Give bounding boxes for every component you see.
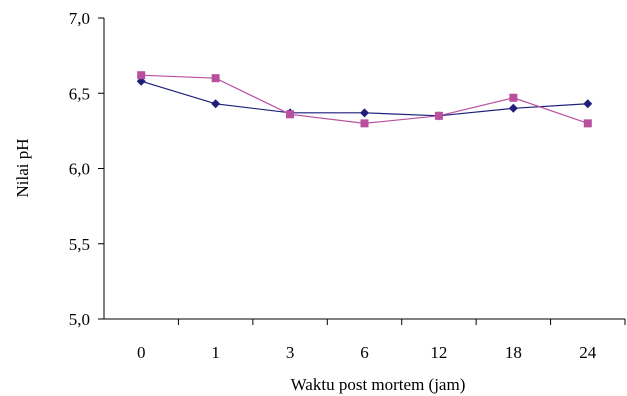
series-2-point xyxy=(434,111,443,120)
series-2-point xyxy=(286,110,295,119)
x-tick-label: 0 xyxy=(137,343,146,362)
series-1-point xyxy=(360,108,369,118)
x-axis-title: Waktu post mortem (jam) xyxy=(291,375,466,394)
series-layer xyxy=(136,71,593,128)
x-tick-label: 3 xyxy=(286,343,295,362)
x-tick-label: 6 xyxy=(360,343,369,362)
x-tick-label: 1 xyxy=(211,343,220,362)
x-tick-label: 12 xyxy=(430,343,447,362)
series-1-point xyxy=(211,99,221,109)
x-tick-label: 24 xyxy=(579,343,597,362)
series-1-point xyxy=(583,99,593,109)
series-1-point xyxy=(508,103,518,113)
series-2-point xyxy=(137,71,146,80)
y-axis-ticks: 5,0 5,5 6,0 6,5 7,0 xyxy=(69,9,104,329)
y-tick-label: 6,0 xyxy=(69,160,90,179)
x-axis-ticks: 0 1 3 6 12 18 24 xyxy=(137,319,626,362)
y-axis-title: Nilai pH xyxy=(13,138,32,197)
y-tick-label: 7,0 xyxy=(69,9,90,28)
series-2-point xyxy=(360,119,369,128)
series-2-point xyxy=(583,119,592,128)
y-tick-label: 6,5 xyxy=(69,84,90,103)
series-2-point xyxy=(509,93,518,102)
y-tick-label: 5,0 xyxy=(69,310,90,329)
x-tick-label: 18 xyxy=(505,343,522,362)
y-tick-label: 5,5 xyxy=(69,235,90,254)
series-2-point xyxy=(211,74,220,83)
plot-area xyxy=(103,18,625,320)
